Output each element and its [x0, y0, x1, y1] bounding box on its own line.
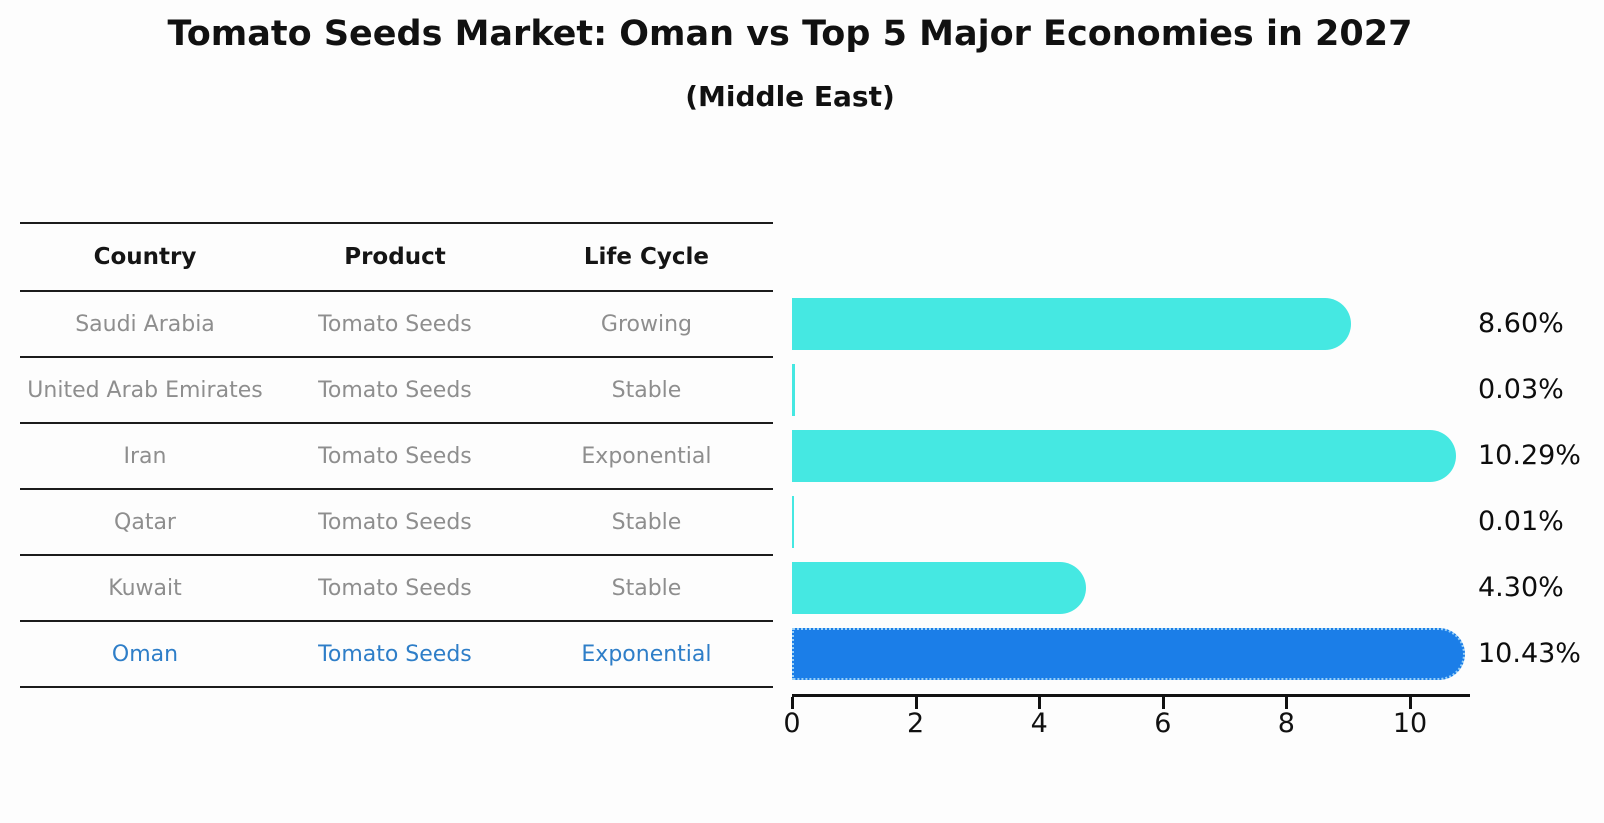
x-tick-label: 10	[1392, 708, 1428, 739]
cell-country: Kuwait	[108, 575, 182, 601]
x-axis-line	[792, 694, 1470, 697]
bar-united-arab-emirates	[792, 364, 795, 416]
table-body: Saudi Arabia Tomato Seeds Growing United Ar…	[20, 292, 773, 688]
table-row-separator	[20, 620, 773, 622]
cell-country: Qatar	[114, 509, 176, 535]
table-row-qatar: Qatar Tomato Seeds Stable	[20, 490, 773, 554]
bar-qatar	[792, 496, 794, 548]
value-label: 4.30%	[1478, 572, 1564, 603]
cell-country: Oman	[111, 641, 179, 667]
cell-lifecycle: Stable	[611, 509, 682, 535]
x-tick	[791, 697, 794, 709]
cell-product: Tomato Seeds	[318, 509, 472, 535]
bar-saudi-arabia	[792, 298, 1351, 350]
country-table: Country Product Life Cycle Saudi Arabia T…	[20, 222, 773, 688]
cell-product: Tomato Seeds	[318, 377, 472, 403]
table-row-saudi-arabia: Saudi Arabia Tomato Seeds Growing	[20, 292, 773, 356]
cell-lifecycle: Exponential	[581, 641, 712, 667]
value-label: 8.60%	[1478, 308, 1564, 339]
x-tick	[1038, 697, 1042, 709]
x-tick-label: 2	[907, 708, 925, 739]
value-label: 10.29%	[1478, 440, 1581, 471]
cell-lifecycle: Stable	[611, 377, 682, 403]
table-header-row: Country Product Life Cycle	[20, 224, 773, 290]
value-label: 0.01%	[1478, 506, 1564, 537]
col-header-product: Product	[344, 244, 446, 270]
x-tick	[1161, 697, 1165, 709]
table-row-separator	[20, 422, 773, 424]
table-row-separator	[20, 686, 773, 688]
cell-lifecycle: Stable	[611, 575, 682, 601]
x-tick-label: 6	[1154, 708, 1172, 739]
bar-highlight-oman	[792, 628, 1465, 680]
table-row-separator	[20, 488, 773, 490]
cell-country: Saudi Arabia	[75, 311, 215, 337]
cell-product: Tomato Seeds	[318, 311, 472, 337]
x-tick-label: 8	[1277, 708, 1295, 739]
cell-product: Tomato Seeds	[318, 641, 472, 667]
value-label: 0.03%	[1478, 374, 1564, 405]
bar-kuwait	[792, 562, 1086, 614]
table-header-separator	[20, 290, 773, 292]
cell-product: Tomato Seeds	[318, 575, 472, 601]
table-row-iran: Iran Tomato Seeds Exponential	[20, 424, 773, 488]
cell-lifecycle: Exponential	[581, 443, 712, 469]
x-tick-label: 4	[1030, 708, 1048, 739]
x-tick-label: 0	[783, 708, 801, 739]
table-top-line	[20, 222, 773, 224]
chart-subtitle: (Middle East)	[685, 80, 895, 113]
x-tick	[1285, 697, 1289, 709]
chart-title: Tomato Seeds Market: Oman vs Top 5 Major…	[167, 14, 1413, 54]
table-row-oman: Oman Tomato Seeds Exponential	[20, 622, 773, 686]
cell-country: Iran	[123, 443, 167, 469]
table-row-kuwait: Kuwait Tomato Seeds Stable	[20, 556, 773, 620]
table-row-separator	[20, 356, 773, 358]
table-row-separator	[20, 554, 773, 556]
value-label: 10.43%	[1478, 638, 1581, 669]
bar-iran	[792, 430, 1456, 482]
table-row-united-arab-emirates: United Arab Emirates Tomato Seeds Stable	[20, 358, 773, 422]
x-tick	[1409, 697, 1412, 709]
col-header-country: Country	[93, 244, 197, 270]
x-tick	[914, 697, 918, 709]
col-header-lifecycle: Life Cycle	[583, 244, 710, 270]
cell-country: United Arab Emirates	[27, 377, 263, 403]
cell-lifecycle: Growing	[600, 311, 693, 337]
cell-product: Tomato Seeds	[318, 443, 472, 469]
